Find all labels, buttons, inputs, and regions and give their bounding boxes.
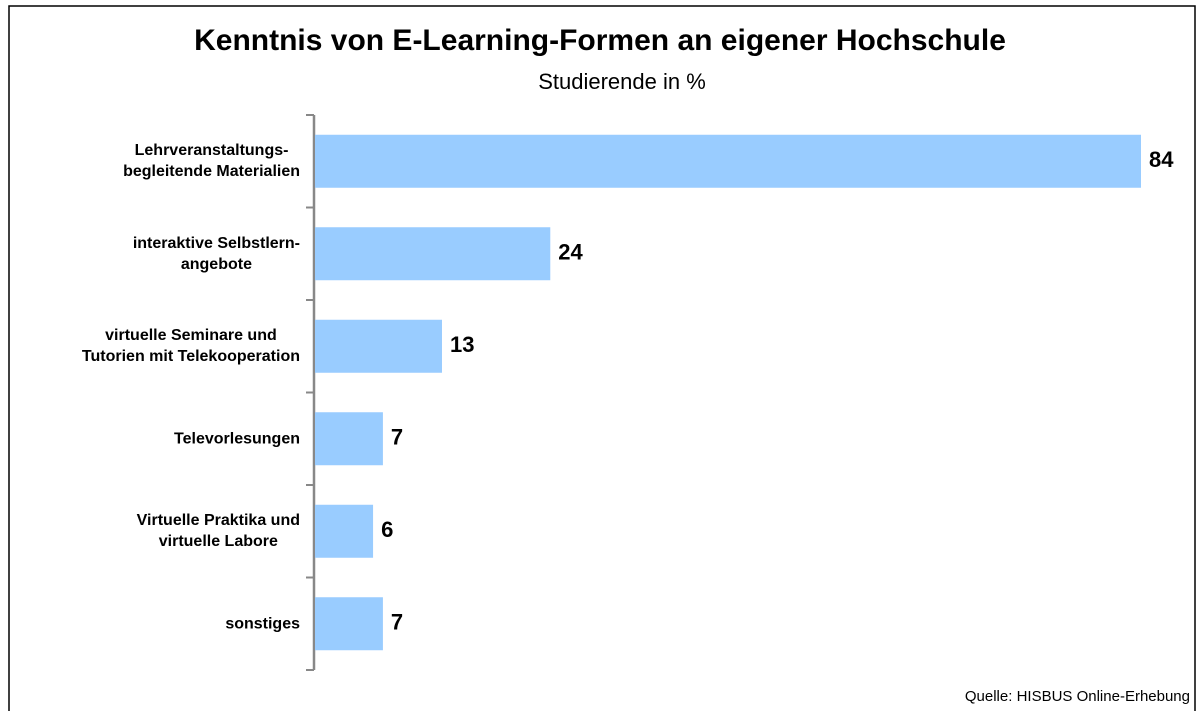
value-label: 7	[391, 425, 403, 450]
bar	[315, 319, 442, 373]
category-label: virtuelle Seminare und Tutorien mit Tele…	[81, 327, 300, 366]
value-label: 84	[1149, 147, 1174, 172]
bar	[315, 597, 383, 651]
bar	[315, 504, 374, 558]
value-label: 7	[391, 610, 403, 635]
category-label: interaktive Selbstlern- angebote	[132, 234, 300, 273]
bar	[315, 227, 551, 281]
bar	[315, 412, 383, 466]
category-label: Lehrveranstaltungs- begleitende Material…	[123, 142, 300, 181]
chart-title: Kenntnis von E-Learning-Formen an eigene…	[194, 24, 1006, 57]
value-label: 13	[450, 332, 474, 357]
category-label: sonstiges	[225, 615, 300, 633]
source: Quelle: HISBUS Online-Erhebung	[965, 688, 1190, 705]
frame	[8, 5, 1196, 711]
bar	[315, 134, 1141, 188]
value-label: 24	[558, 240, 583, 265]
value-label: 6	[381, 517, 393, 542]
category-label: Televorlesungen	[174, 430, 300, 448]
chart-subtitle: Studierende in %	[538, 69, 706, 94]
category-label: Virtuelle Praktika und virtuelle Labore	[136, 512, 300, 551]
